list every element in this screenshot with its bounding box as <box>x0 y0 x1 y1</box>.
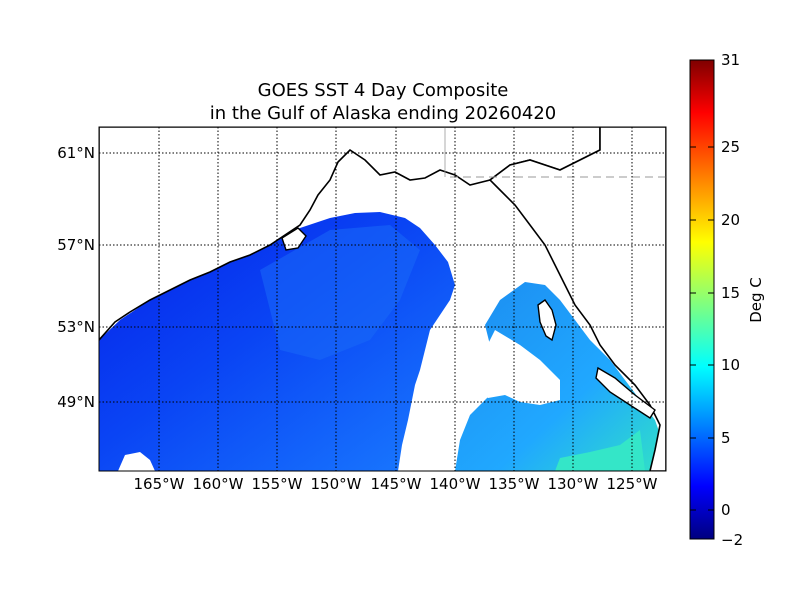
map-title-line-1: GOES SST 4 Day Composite <box>257 80 509 101</box>
colorbar-ticks <box>690 59 714 540</box>
lat-label-49: 49°N <box>57 393 95 411</box>
lat-label-53: 53°N <box>57 318 95 336</box>
lat-label-57: 57°N <box>57 236 95 254</box>
colorbar-tick-15: 15 <box>721 284 740 302</box>
lon-label-165: 165°W <box>134 475 185 493</box>
colorbar-tick-25: 25 <box>721 138 740 156</box>
colorbar-tick-minus2: −2 <box>721 531 743 549</box>
sst-field-eastern <box>455 282 662 471</box>
lon-label-145: 145°W <box>371 475 422 493</box>
coastline-vancouver-island <box>595 366 656 419</box>
colorbar-tick-0: 0 <box>721 501 731 519</box>
lon-label-150: 150°W <box>311 475 362 493</box>
colorbar-label: Deg C <box>747 277 765 323</box>
lon-label-160: 160°W <box>193 475 244 493</box>
colorbar-tick-20: 20 <box>721 211 740 229</box>
coastline-haida-gwaii <box>537 299 557 342</box>
map-frame <box>98 126 667 472</box>
lon-label-135: 135°W <box>489 475 540 493</box>
lat-label-61: 61°N <box>57 144 95 162</box>
colorbar-tick-31: 31 <box>721 51 740 69</box>
graticule <box>99 127 666 471</box>
sst-field-coastal-warm <box>555 430 645 471</box>
lon-label-130: 130°W <box>548 475 599 493</box>
colorbar <box>689 59 715 540</box>
lon-label-125: 125°W <box>607 475 658 493</box>
lon-label-155: 155°W <box>252 475 303 493</box>
colorbar-tick-10: 10 <box>721 356 740 374</box>
sst-field-southwest-gap <box>118 452 155 471</box>
map-title-line-2: in the Gulf of Alaska ending 20260420 <box>209 103 557 124</box>
lon-label-140: 140°W <box>430 475 481 493</box>
cloud-gap <box>470 330 560 405</box>
sst-field-streak <box>260 225 420 360</box>
colorbar-tick-5: 5 <box>721 429 731 447</box>
